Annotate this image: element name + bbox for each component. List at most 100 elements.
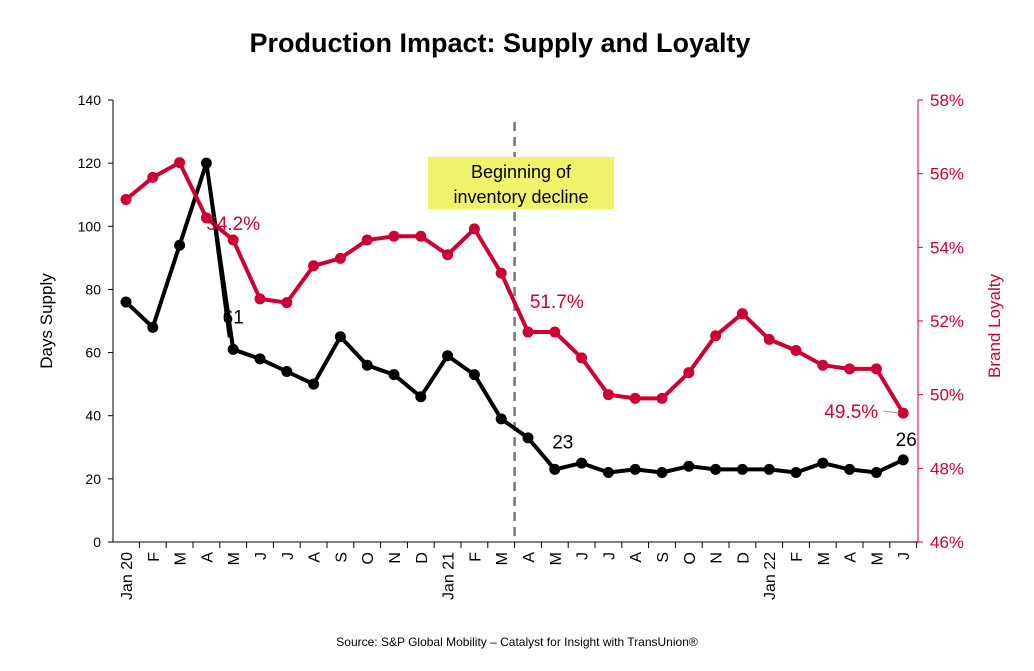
left-axis-title: Days Supply <box>37 273 56 369</box>
annotation-text-line1: Beginning of <box>471 162 572 182</box>
brand-loyalty-point <box>710 330 722 342</box>
days-supply-point <box>522 432 534 444</box>
days-supply-point <box>442 350 454 362</box>
days-supply-point <box>495 413 507 425</box>
annotation-box <box>428 157 614 209</box>
days-supply-point <box>174 239 186 251</box>
days-supply-point <box>549 463 561 475</box>
brand-loyalty-data-label: 49.5% <box>824 402 878 423</box>
days-supply-point <box>790 467 802 479</box>
x-axis-tick-label: A <box>307 552 324 563</box>
days-supply-point <box>817 457 829 469</box>
brand-loyalty-point <box>442 249 454 261</box>
days-supply-data-label: 26 <box>896 430 917 451</box>
left-axis-tick-label: 120 <box>78 155 102 171</box>
x-axis-tick-label: F <box>789 552 806 562</box>
brand-loyalty-point <box>415 230 427 242</box>
brand-loyalty-point <box>334 252 346 264</box>
days-supply-point <box>710 463 722 475</box>
right-axis-tick-label: 58% <box>930 91 964 110</box>
brand-loyalty-point <box>147 171 159 183</box>
brand-loyalty-point <box>468 223 480 235</box>
brand-loyalty-point <box>602 389 614 401</box>
brand-loyalty-point <box>870 363 882 375</box>
x-axis-tick-label: J <box>896 552 913 560</box>
days-supply-point <box>629 463 641 475</box>
x-axis-tick-label: J <box>253 552 270 560</box>
brand-loyalty-point <box>254 293 266 305</box>
x-axis-tick-label: M <box>548 552 565 565</box>
x-axis-tick-label: Jan 21 <box>441 552 458 600</box>
right-axis-tick-label: 56% <box>930 165 964 184</box>
days-supply-point <box>415 391 427 403</box>
x-axis-tick-label: A <box>843 552 860 563</box>
brand-loyalty-point <box>576 352 588 364</box>
x-axis-tick-label: J <box>575 552 592 560</box>
brand-loyalty-point <box>629 392 641 404</box>
days-supply-point <box>602 467 614 479</box>
days-supply-data-label: 23 <box>552 432 573 453</box>
chart-title: Production Impact: Supply and Loyalty <box>249 28 751 58</box>
days-supply-data-label: 61 <box>223 307 244 328</box>
brand-loyalty-point <box>763 333 775 345</box>
x-axis-tick-label: D <box>414 552 431 564</box>
days-supply-point <box>844 463 856 475</box>
brand-loyalty-point <box>790 344 802 356</box>
left-axis-tick-label: 100 <box>78 218 102 234</box>
brand-loyalty-point <box>549 326 561 338</box>
brand-loyalty-point <box>522 326 534 338</box>
x-axis-tick-label: S <box>333 552 350 563</box>
days-supply-leader-line <box>204 162 231 338</box>
x-axis-tick-label: O <box>682 552 699 564</box>
brand-loyalty-leader-line <box>883 410 900 414</box>
days-supply-point <box>763 463 775 475</box>
brand-loyalty-point <box>227 234 239 246</box>
x-axis-tick-label: F <box>467 552 484 562</box>
left-axis-tick-label: 60 <box>85 345 101 361</box>
days-supply-point <box>388 369 400 381</box>
brand-loyalty-point <box>683 367 695 379</box>
days-supply-point <box>281 366 293 378</box>
x-axis-tick-label: O <box>360 552 377 564</box>
x-axis-tick-label: D <box>735 552 752 564</box>
brand-loyalty-point <box>495 267 507 279</box>
days-supply-point <box>656 467 668 479</box>
days-supply-point <box>736 463 748 475</box>
x-axis-tick-label: Jan 20 <box>119 552 136 600</box>
days-supply-point <box>897 454 909 466</box>
annotation-text-line2: inventory decline <box>453 187 588 207</box>
days-supply-point <box>120 296 132 308</box>
right-axis-tick-label: 48% <box>930 459 964 478</box>
brand-loyalty-data-label: 54.2% <box>206 214 260 235</box>
days-supply-point <box>147 321 159 333</box>
brand-loyalty-data-label: 51.7% <box>530 292 584 313</box>
brand-loyalty-point <box>200 212 212 224</box>
x-axis-tick-label: F <box>146 552 163 562</box>
brand-loyalty-point <box>817 359 829 371</box>
x-axis-tick-label: J <box>601 552 618 560</box>
right-axis-title: Brand Loyalty <box>985 274 1004 378</box>
days-supply-point <box>683 460 695 472</box>
days-supply-point <box>870 467 882 479</box>
brand-loyalty-point <box>897 407 909 419</box>
x-axis-tick-label: A <box>199 552 216 563</box>
left-axis-tick-label: 80 <box>85 281 101 297</box>
x-axis-tick-label: Jan 22 <box>762 552 779 600</box>
x-axis-tick-label: M <box>494 552 511 565</box>
x-axis-tick-label: S <box>655 552 672 563</box>
right-axis-tick-label: 52% <box>930 312 964 331</box>
right-axis-tick-label: 50% <box>930 386 964 405</box>
x-axis-tick-label: N <box>709 552 726 564</box>
brand-loyalty-point <box>736 308 748 320</box>
left-axis-tick-label: 20 <box>85 471 101 487</box>
brand-loyalty-point <box>308 260 320 272</box>
days-supply-point <box>334 331 346 343</box>
days-supply-point <box>254 353 266 365</box>
days-supply-point <box>308 378 320 390</box>
x-axis-tick-label: A <box>628 552 645 563</box>
x-axis-tick-label: M <box>816 552 833 565</box>
left-axis-tick-label: 140 <box>78 92 102 108</box>
brand-loyalty-point <box>174 157 186 169</box>
